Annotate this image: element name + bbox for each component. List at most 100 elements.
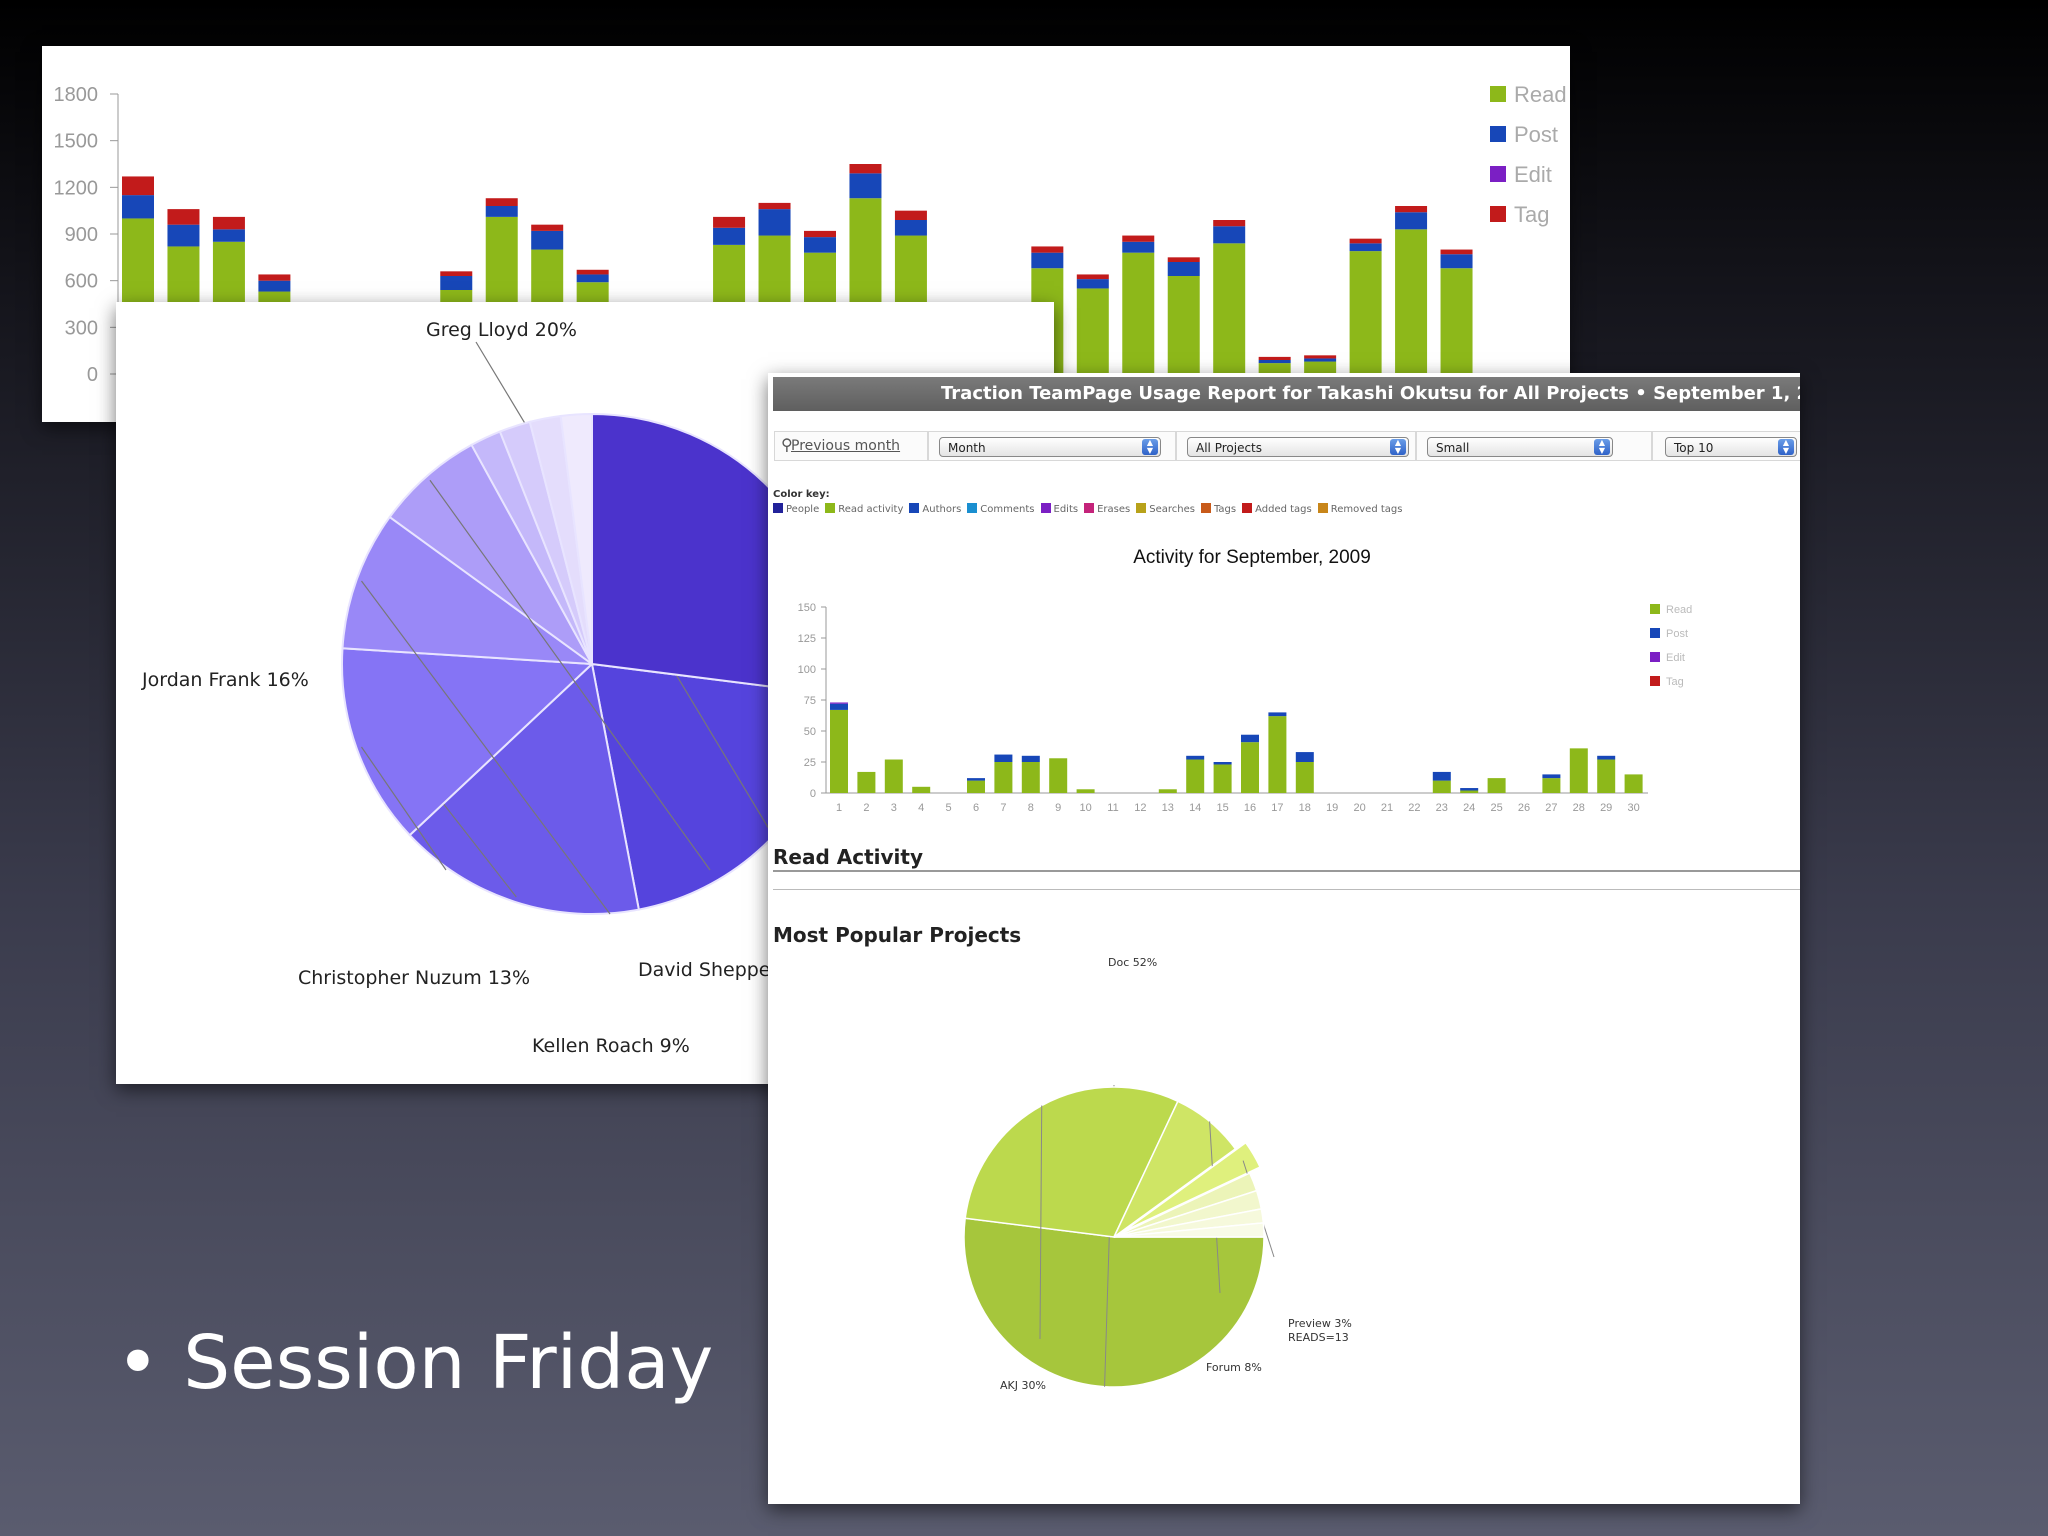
legend-label: Edit	[1514, 162, 1552, 187]
top-cell: Top 10 ▲ ▼	[1652, 431, 1800, 461]
legend-label: Post	[1666, 628, 1688, 640]
color-key-swatch	[1136, 503, 1147, 513]
x-tick-label: 28	[1573, 802, 1585, 814]
pie-slice	[1113, 1222, 1265, 1238]
legend-swatch	[1490, 206, 1506, 222]
color-key-item: Tags	[1200, 503, 1236, 515]
bar-segment-tag	[1440, 249, 1473, 255]
y-tick-label: 300	[65, 317, 98, 339]
pie-leader-line	[1039, 1105, 1043, 1340]
bar-segment-post	[713, 227, 746, 245]
pie-slice	[408, 662, 641, 915]
bar-segment-tag	[531, 224, 564, 231]
y-tick-label: 0	[87, 364, 98, 386]
x-tick-label: 6	[973, 802, 979, 814]
bar-segment-read	[1021, 762, 1040, 793]
bar-segment-tag	[1304, 355, 1337, 359]
y-tick-label: 125	[798, 633, 816, 645]
y-tick-label: 900	[65, 224, 98, 246]
bar-segment-post	[1076, 279, 1109, 289]
x-tick-label: 29	[1600, 802, 1612, 814]
bar-segment-tag	[894, 210, 927, 220]
color-key-item: Comments	[967, 503, 1035, 515]
x-tick-label: 2	[863, 802, 869, 814]
pie-label: Greg Lloyd 20%	[426, 319, 577, 341]
x-tick-label: 10	[1079, 802, 1091, 814]
x-tick-label: 3	[891, 802, 897, 814]
pie-slice	[1113, 1100, 1237, 1238]
bar-segment-read	[1569, 748, 1588, 793]
color-key-item: Erases	[1084, 503, 1130, 515]
y-tick-label: 100	[798, 664, 816, 676]
legend-label: Read	[1666, 604, 1692, 616]
usage-report-window: Traction TeamPage Usage Report for Takas…	[768, 373, 1800, 1504]
bar-segment-read	[884, 759, 903, 793]
bar-segment-read	[1268, 716, 1287, 793]
bar-segment-post	[1213, 762, 1232, 765]
bar-segment-tag	[440, 271, 473, 276]
legend-swatch	[1650, 604, 1660, 614]
x-tick-label: 12	[1134, 802, 1146, 814]
bar-segment-post	[258, 280, 291, 292]
project-select[interactable]: All Projects ▲ ▼	[1187, 437, 1409, 457]
popular-projects-title: Most Popular Projects	[773, 923, 1022, 947]
bar-segment-post	[967, 778, 985, 781]
bar-segment-read	[1432, 780, 1451, 793]
color-key-item: Read activity	[825, 503, 903, 515]
previous-month-link[interactable]: Previous month	[791, 438, 901, 454]
legend-label: Read	[1514, 82, 1567, 107]
bar-segment-post	[994, 754, 1013, 762]
pie-leader-line	[429, 479, 711, 871]
prev-month-cell: ⚲ Previous month	[774, 431, 928, 461]
color-key-swatch	[1200, 503, 1211, 513]
top-select[interactable]: Top 10 ▲ ▼	[1665, 437, 1797, 457]
bar-segment-tag	[485, 198, 518, 206]
color-key-label: Read activity	[838, 504, 904, 515]
size-select[interactable]: Small ▲ ▼	[1427, 437, 1613, 457]
bar-segment-tag	[804, 230, 836, 238]
bar-segment-read	[994, 762, 1013, 793]
bar-segment-read	[912, 786, 931, 793]
select-arrows-icon: ▲ ▼	[1390, 439, 1406, 455]
section-divider	[773, 889, 1800, 890]
bar-segment-read	[1076, 789, 1095, 793]
x-tick-label: 11	[1107, 802, 1118, 814]
x-tick-label: 13	[1162, 802, 1174, 814]
bar-segment-post	[758, 209, 791, 236]
pie-label: Christopher Nuzum 13%	[298, 967, 530, 989]
pie-label: Kellen Roach 9%	[532, 1035, 690, 1057]
y-tick-label: 1800	[54, 84, 99, 106]
bar-segment-read	[1158, 789, 1177, 793]
color-key-label: Added tags	[1255, 504, 1312, 515]
legend-swatch	[1490, 166, 1506, 182]
pie-leader-line	[360, 746, 447, 871]
color-key-label: Authors	[922, 504, 962, 515]
bar-segment-tag	[1122, 235, 1155, 242]
legend-swatch	[1490, 126, 1506, 142]
pie-slice	[341, 515, 596, 666]
bar-segment-read	[1167, 276, 1200, 374]
x-tick-label: 4	[918, 802, 924, 814]
y-tick-label: 75	[804, 695, 816, 707]
chart-title: Activity for September, 2009	[1133, 547, 1371, 568]
monthly-activity-chart: Activity for September, 2009150125100755…	[798, 547, 1693, 814]
bar-segment-post	[1349, 243, 1382, 252]
color-key-swatch	[773, 503, 783, 513]
pie-label: David Sheppe	[638, 959, 771, 981]
x-tick-label: 26	[1518, 802, 1530, 814]
y-tick-label: 25	[804, 757, 816, 769]
bar-segment-tag	[1213, 220, 1246, 227]
bar-segment-post	[576, 274, 609, 283]
bar-segment-post	[1268, 712, 1287, 717]
color-key-swatch	[967, 503, 978, 513]
period-select[interactable]: Month ▲ ▼	[939, 437, 1161, 457]
pie-label: Jordan Frank 16%	[141, 669, 309, 691]
popular-projects-pie: Doc 52% AKJ 30% Forum 8% Preview 3%READS=13	[963, 956, 1352, 1392]
x-tick-label: 21	[1381, 802, 1393, 814]
period-select-value: Month	[948, 441, 986, 455]
report-title: Traction TeamPage Usage Report for Takas…	[773, 377, 1800, 411]
bar-segment-post	[212, 229, 245, 242]
bar-segment-read	[1542, 778, 1561, 793]
color-key-item: Added tags	[1242, 503, 1312, 515]
pie-label: Forum 8%	[1206, 1361, 1262, 1374]
